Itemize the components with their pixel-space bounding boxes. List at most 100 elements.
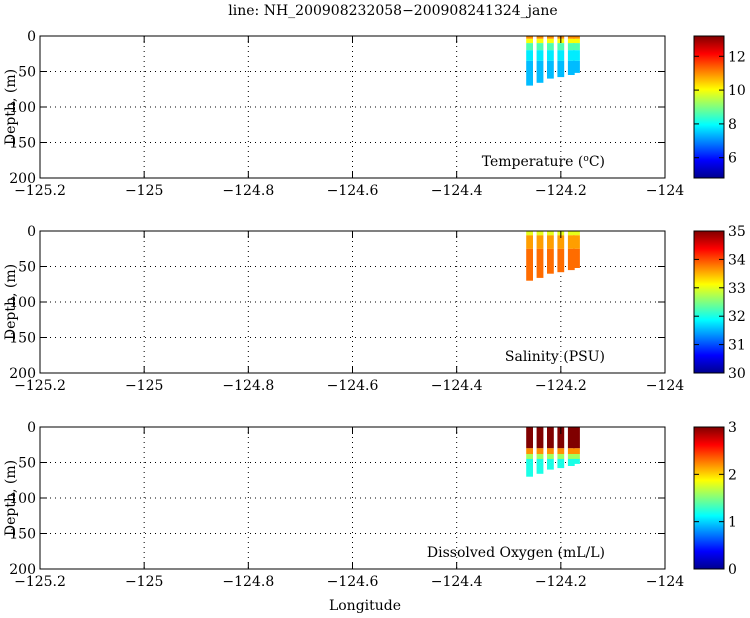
data-cell — [567, 454, 575, 459]
y-tick-label: 200 — [9, 562, 36, 578]
data-cell — [536, 60, 544, 83]
data-cell — [536, 458, 544, 474]
y-tick-label: 150 — [9, 136, 36, 152]
data-cell — [573, 454, 580, 459]
colorbar-tick-label: 31 — [728, 338, 746, 354]
data-cell — [567, 248, 575, 271]
panel-label: Salinity (PSU) — [505, 349, 605, 365]
colorbar-tick-label: 34 — [728, 252, 746, 268]
data-cell — [526, 458, 533, 477]
y-tick-label: 150 — [9, 527, 36, 543]
data-cell — [536, 36, 544, 39]
data-cell — [536, 50, 544, 61]
data-cell — [573, 427, 580, 449]
y-axis-label: Depth, (m) — [3, 264, 19, 340]
y-tick-label: 0 — [27, 29, 36, 45]
data-cell — [567, 427, 575, 449]
y-tick-label: 50 — [18, 260, 36, 276]
x-tick-label: −124.4 — [431, 378, 483, 394]
data-cell — [547, 36, 554, 39]
data-cell — [536, 454, 544, 459]
x-tick-label: −124.8 — [222, 183, 274, 199]
y-tick-label: 200 — [9, 366, 36, 382]
colorbar-tick-label: 1 — [728, 515, 737, 531]
x-tick-label: −124.6 — [327, 183, 379, 199]
data-cell — [573, 448, 580, 454]
data-cell — [567, 458, 575, 466]
colorbar-tick-label: 2 — [728, 467, 737, 483]
colorbar-tick-label: 33 — [728, 281, 746, 297]
x-tick-label: −125.2 — [14, 183, 66, 199]
colorbar-tick-label: 0 — [728, 562, 737, 578]
data-cell — [557, 50, 565, 61]
x-tick-label: −124.6 — [327, 378, 379, 394]
data-cell — [573, 235, 580, 249]
data-cell — [567, 231, 575, 236]
colorbar-tick-label: 10 — [728, 83, 746, 99]
x-tick-label: −124 — [646, 378, 685, 394]
data-cell — [547, 248, 554, 274]
data-cell — [526, 248, 533, 281]
x-tick-label: −124.2 — [535, 574, 587, 590]
x-tick-label: −125 — [125, 574, 163, 590]
data-cell — [547, 448, 554, 454]
data-cell — [557, 235, 565, 249]
x-tick-label: −124.4 — [431, 574, 483, 590]
data-cell — [557, 448, 565, 454]
data-cell — [567, 60, 575, 75]
x-axis-label: Longitude — [329, 598, 401, 614]
colorbar: 6 8 10 12 — [693, 35, 746, 179]
data-cell — [547, 427, 554, 449]
data-cell — [567, 235, 575, 249]
data-cell — [526, 60, 533, 86]
data-cell — [526, 235, 533, 249]
data-cell — [557, 454, 565, 459]
y-tick-label: 200 — [9, 171, 36, 187]
data-cell — [547, 235, 554, 249]
panel-salinity: −125.2 −125 −124.8 −124.6 −124.4 −124.2 −124 0 5… — [3, 224, 746, 394]
data-cell — [567, 36, 575, 39]
data-cell — [573, 231, 580, 236]
y-tick-label: 100 — [9, 100, 36, 116]
colorbar-tick-label: 3 — [728, 420, 737, 436]
figure-title: line: NH_200908232058−200908241324_jane — [228, 3, 557, 19]
y-tick-label: 0 — [27, 420, 36, 436]
colorbar-gradient — [693, 230, 725, 374]
data-cell — [526, 231, 533, 236]
y-tick-label: 100 — [9, 491, 36, 507]
panel-oxygen: −125.2 −125 −124.8 −124.6 −124.4 −124.2 −124 0 5… — [3, 420, 737, 590]
x-tick-label: −124.8 — [222, 378, 274, 394]
x-tick-label: −124.2 — [535, 183, 587, 199]
x-tick-label: −124 — [646, 574, 685, 590]
colorbar-tick-label: 30 — [728, 366, 746, 382]
x-tick-label: −124 — [646, 183, 685, 199]
data-cell — [547, 60, 554, 79]
data-cell — [526, 448, 533, 454]
data-cell — [536, 231, 544, 236]
data-cell — [573, 38, 580, 44]
y-tick-label: 150 — [9, 331, 36, 347]
data-cell — [547, 38, 554, 44]
panel-temperature: −125.2 −125 −124.8 −124.6 −124.4 −124.2 −124 0 5… — [3, 29, 746, 199]
data-cell — [557, 458, 565, 469]
data-cell — [567, 38, 575, 44]
panel-label: Temperature (oC) — [482, 154, 605, 170]
data-cell — [547, 43, 554, 51]
x-tick-label: −125.2 — [14, 378, 66, 394]
data-cell — [567, 448, 575, 454]
colorbar-gradient — [693, 35, 725, 179]
data-cell — [536, 248, 544, 278]
data-cell — [547, 458, 554, 470]
x-tick-label: −124.2 — [535, 378, 587, 394]
data-cell — [536, 38, 544, 44]
data-cell — [557, 60, 565, 78]
colorbar-tick-label: 32 — [728, 309, 746, 325]
data-cell — [526, 427, 533, 449]
colorbar-tick-label: 12 — [728, 49, 746, 65]
y-tick-label: 100 — [9, 295, 36, 311]
panel-label: Dissolved Oxygen (mL/L) — [427, 545, 605, 561]
data-cell — [536, 427, 544, 449]
data-cell — [567, 43, 575, 51]
y-tick-label: 0 — [27, 224, 36, 240]
